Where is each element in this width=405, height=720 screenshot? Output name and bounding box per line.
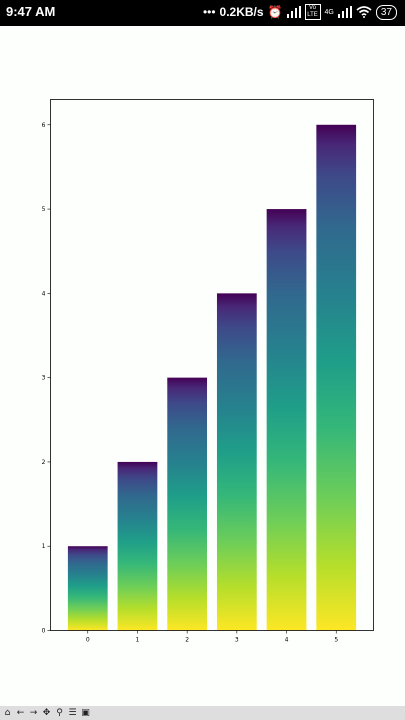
bar-3 bbox=[216, 293, 257, 631]
back-arrow-icon[interactable]: ← bbox=[16, 708, 25, 718]
bar-2 bbox=[167, 377, 208, 631]
signal-icon bbox=[286, 6, 301, 18]
bar-chart: 0 1 2 3 4 5 6 0 1 2 3 4 5 bbox=[42, 99, 374, 644]
y-tick-label: 6 bbox=[42, 122, 46, 129]
y-tick-label: 4 bbox=[42, 290, 46, 297]
battery-indicator: 37 bbox=[375, 4, 397, 20]
y-tick-label: 5 bbox=[42, 206, 46, 213]
bar-0 bbox=[67, 546, 108, 631]
home-icon[interactable]: ⌂ bbox=[4, 708, 11, 718]
signal-icon-2 bbox=[337, 6, 352, 18]
more-dots-icon: ••• bbox=[202, 5, 216, 19]
x-tick-label: 1 bbox=[136, 637, 140, 644]
x-tick-label: 2 bbox=[185, 637, 189, 644]
y-tick-label: 0 bbox=[42, 628, 46, 635]
bar-4 bbox=[266, 209, 307, 631]
y-tick-label: 2 bbox=[42, 459, 46, 466]
pan-icon[interactable]: ✥ bbox=[42, 708, 51, 718]
x-tick-label: 5 bbox=[334, 637, 338, 644]
bar-5 bbox=[316, 124, 357, 631]
net-speed: 0.2KB/s bbox=[219, 5, 264, 19]
network-type: 4G bbox=[324, 8, 334, 16]
status-bar: 9:47 AM ••• 0.2KB/s ⏰ Vo LTE 4G 37 bbox=[0, 0, 405, 26]
volte-badge: Vo LTE bbox=[304, 4, 321, 20]
y-tick-label: 3 bbox=[42, 375, 46, 382]
wifi-icon bbox=[356, 6, 372, 18]
zoom-icon[interactable]: ⚲ bbox=[56, 708, 63, 718]
axes-frame bbox=[50, 99, 374, 631]
bar-1 bbox=[117, 461, 158, 631]
status-time: 9:47 AM bbox=[6, 4, 56, 19]
x-tick-label: 0 bbox=[86, 637, 90, 644]
x-tick-label: 3 bbox=[235, 637, 239, 644]
forward-arrow-icon[interactable]: → bbox=[29, 708, 38, 718]
x-tick-label: 4 bbox=[285, 637, 289, 644]
save-icon[interactable]: ▣ bbox=[81, 708, 90, 718]
alarm-icon: ⏰ bbox=[267, 5, 283, 19]
plot-canvas: 0 1 2 3 4 5 6 0 1 2 3 4 5 bbox=[0, 26, 405, 706]
plot-toolbar: ⌂ ← → ✥ ⚲ ☰ ▣ bbox=[0, 706, 405, 720]
configure-subplots-icon[interactable]: ☰ bbox=[68, 708, 77, 718]
y-tick-label: 1 bbox=[42, 543, 46, 550]
status-icons: ••• 0.2KB/s ⏰ Vo LTE 4G 37 bbox=[203, 4, 397, 20]
